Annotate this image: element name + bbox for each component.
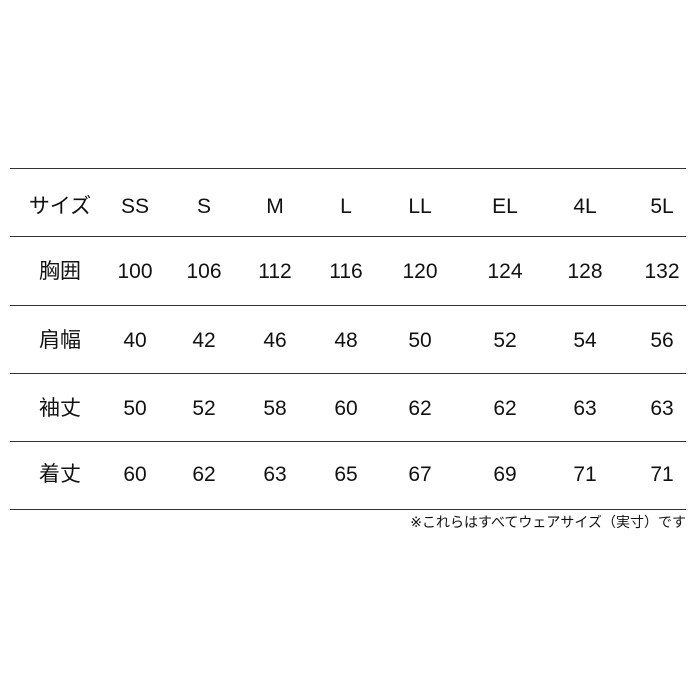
table-cell: 128 [567, 260, 603, 283]
table-divider [10, 509, 686, 510]
table-cell: 71 [573, 463, 597, 486]
table-cell: 120 [402, 260, 438, 283]
table-row: 着丈 60 62 63 65 67 69 71 71 [0, 460, 700, 490]
table-cell: 132 [644, 260, 680, 283]
table-cell: 124 [487, 260, 523, 283]
column-header: L [340, 195, 352, 218]
table-divider [10, 441, 686, 442]
table-cell: 71 [650, 463, 674, 486]
column-header: LL [408, 195, 432, 218]
table-cell: 63 [263, 463, 287, 486]
table-divider [10, 305, 686, 306]
table-cell: 42 [192, 329, 216, 352]
column-header: EL [492, 195, 518, 218]
column-header: S [196, 195, 212, 218]
table-cell: 62 [493, 397, 517, 420]
table-divider [10, 373, 686, 374]
table-row: 袖丈 50 52 58 60 62 62 63 63 [0, 394, 700, 424]
table-cell: 116 [329, 260, 363, 283]
table-cell: 48 [334, 329, 358, 352]
table-cell: 60 [334, 397, 358, 420]
table-divider [10, 168, 686, 169]
table-cell: 60 [123, 463, 147, 486]
table-cell: 112 [258, 260, 292, 283]
table-cell: 46 [263, 329, 287, 352]
row-label: 肩幅 [39, 329, 81, 352]
table-cell: 52 [192, 397, 216, 420]
table-cell: 67 [408, 463, 432, 486]
table-row: 胸囲 100 106 112 116 120 124 128 132 [0, 257, 700, 287]
row-label: 着丈 [39, 463, 81, 486]
row-label: 袖丈 [39, 397, 81, 420]
table-header-row: サイズ SS S M L LL EL 4L 5L [0, 192, 700, 222]
table-cell: 65 [334, 463, 358, 486]
table-cell: 52 [493, 329, 517, 352]
table-divider [10, 236, 686, 237]
table-cell: 40 [123, 329, 147, 352]
table-cell: 62 [408, 397, 432, 420]
column-header: SS [120, 195, 150, 218]
table-cell: 50 [408, 329, 432, 352]
table-cell: 63 [573, 397, 597, 420]
row-label: サイズ [28, 195, 92, 218]
footnote: ※これらはすべてウェアサイズ（実寸）です [410, 514, 686, 530]
column-header: 4L [573, 195, 597, 218]
table-cell: 56 [650, 329, 674, 352]
table-cell: 58 [263, 397, 287, 420]
table-cell: 50 [123, 397, 147, 420]
table-cell: 63 [650, 397, 674, 420]
table-cell: 69 [493, 463, 517, 486]
table-row: 肩幅 40 42 46 48 50 52 54 56 [0, 326, 700, 356]
table-cell: 54 [573, 329, 597, 352]
table-cell: 100 [117, 260, 153, 283]
table-cell: 62 [192, 463, 216, 486]
column-header: 5L [650, 195, 674, 218]
table-cell: 106 [186, 260, 222, 283]
column-header: M [266, 195, 284, 218]
row-label: 胸囲 [39, 260, 81, 283]
